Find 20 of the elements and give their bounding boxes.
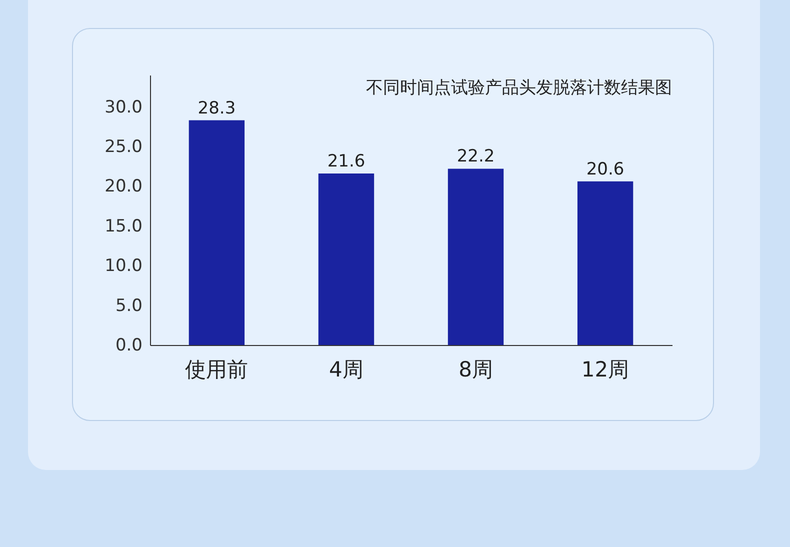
bar [318, 173, 374, 345]
y-tick-label: 10.0 [104, 256, 142, 276]
data-label: 28.3 [198, 98, 236, 118]
x-tick-label: 12周 [581, 358, 630, 382]
y-tick-label: 20.0 [104, 176, 142, 197]
bar [188, 120, 245, 345]
data-label: 21.6 [327, 151, 366, 172]
chart-title: 不同时间点试验产品头发脱落计数结果图 [366, 78, 672, 98]
bar [577, 181, 634, 345]
x-tick-label: 8周 [458, 358, 493, 382]
y-tick-label: 0.0 [115, 336, 142, 356]
data-label: 20.6 [586, 159, 624, 180]
x-tick-label: 4周 [329, 358, 364, 382]
y-tick-label: 30.0 [104, 97, 142, 118]
y-tick-label: 15.0 [104, 216, 142, 236]
bar [448, 168, 504, 345]
y-tick-label: 25.0 [104, 136, 142, 157]
y-tick-label: 5.0 [115, 296, 142, 316]
x-tick-label: 使用前 [185, 358, 248, 382]
data-label: 22.2 [456, 146, 495, 167]
